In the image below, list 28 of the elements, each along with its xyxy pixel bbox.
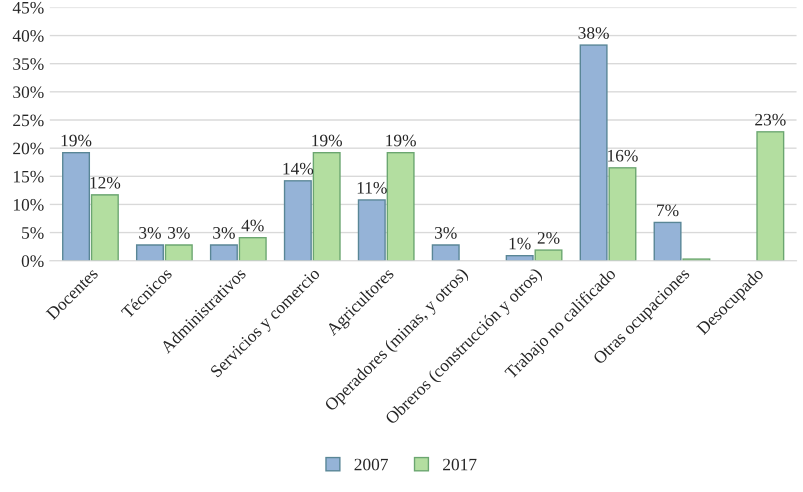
data-label: 4% — [242, 220, 264, 232]
y-tick-label: 10% — [14, 198, 44, 211]
y-tick-label: 40% — [12, 30, 44, 42]
data-label: 19% — [312, 134, 342, 146]
data-label: 3% — [434, 226, 457, 239]
y-tick-label: 25% — [13, 114, 44, 126]
data-label: 38% — [578, 27, 609, 39]
data-label: 3% — [213, 226, 235, 239]
legend-label: 2017 — [443, 458, 477, 470]
y-tick-label: 15% — [14, 170, 44, 183]
y-tick-label: 30% — [13, 86, 44, 98]
y-tick-label: 5% — [22, 227, 44, 239]
data-label: 7% — [657, 204, 679, 216]
y-tick-label: 45% — [12, 2, 44, 14]
legend-label: 2007 — [354, 458, 388, 470]
data-label: 16% — [608, 150, 638, 162]
data-label: 19% — [386, 134, 416, 146]
data-label: 23% — [755, 114, 786, 126]
y-tick-label: 0% — [22, 255, 44, 268]
data-label: 12% — [90, 176, 120, 189]
y-tick-label: 35% — [13, 58, 44, 70]
data-label: 3% — [139, 226, 161, 239]
y-tick-label: 20% — [13, 142, 44, 154]
data-label: 3% — [168, 226, 190, 239]
data-label: 2% — [538, 232, 560, 244]
data-label: 11% — [358, 182, 387, 194]
data-label: 1% — [510, 238, 531, 250]
data-label: 19% — [62, 134, 92, 146]
